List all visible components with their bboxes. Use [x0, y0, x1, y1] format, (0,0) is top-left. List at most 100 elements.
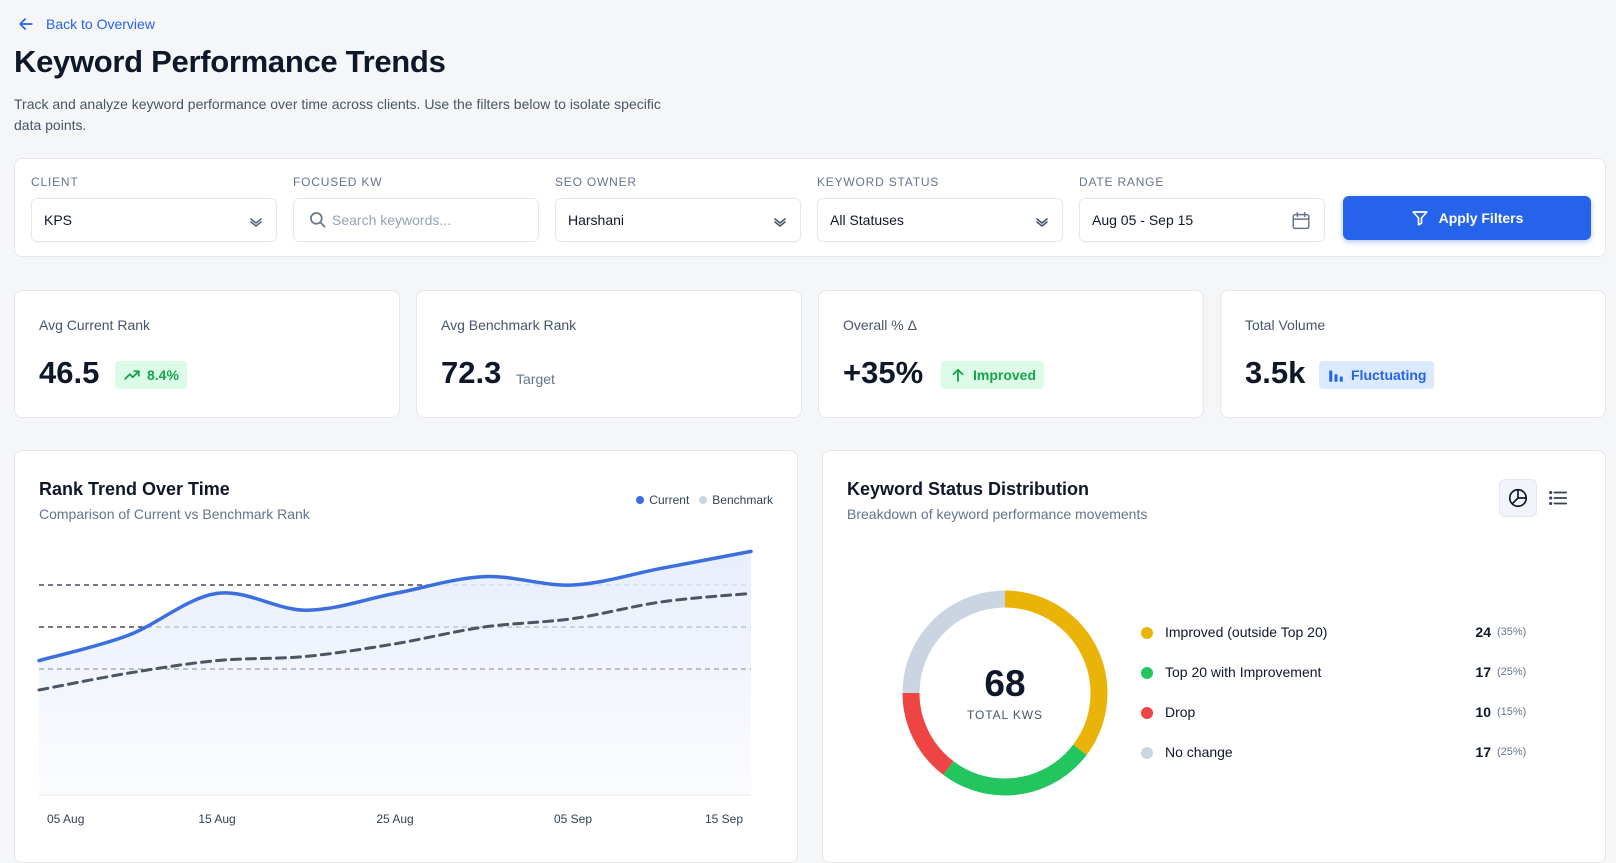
status-row-drop: Drop 10 (15%) [1141, 703, 1531, 723]
seo-owner-select-value: Harshani [568, 212, 625, 228]
apply-filters-button[interactable]: Apply Filters [1343, 196, 1591, 240]
client-filter: CLIENT KPS [31, 175, 277, 242]
status-row-improved: Improved (outside Top 20) 24 (35%) [1141, 623, 1531, 643]
legend-dot-current [636, 496, 645, 504]
client-select-value: KPS [44, 212, 73, 228]
calendar-icon [1292, 212, 1310, 230]
benchmark-series-line [37, 591, 753, 692]
apply-filters-label: Apply Filters [1438, 210, 1524, 226]
page-subtitle: Track and analyze keyword performance ov… [14, 96, 661, 133]
seo-owner-select[interactable]: Harshani [555, 198, 801, 242]
status-count: 17 [1475, 744, 1491, 760]
arrow-left-icon [19, 18, 33, 30]
status-label: No change [1165, 744, 1233, 760]
date-range-filter: DATE RANGE Aug 05 - Sep 15 [1079, 175, 1325, 242]
status-donut-chart [902, 590, 1108, 796]
kpi-card-avg-current-rank: Avg Current Rank 46.5 8.4% [14, 290, 400, 418]
kpi-card-avg-benchmark-rank: Avg Benchmark Rank 72.3 Target [416, 290, 802, 418]
back-link-label: Back to Overview [46, 16, 155, 32]
focused-kw-filter: FOCUSED KW Search keywords... [293, 175, 539, 242]
status-dot [1141, 667, 1153, 679]
trend-badge-label: 8.4% [147, 367, 179, 383]
status-label: Drop [1165, 704, 1196, 720]
focused-kw-search-input[interactable]: Search keywords... [293, 198, 539, 242]
back-to-overview-link[interactable]: Back to Overview [16, 14, 155, 34]
status-pct: (15%) [1497, 706, 1527, 718]
filter-bar: CLIENT KPS FOCUSED KW Search keywords...… [14, 158, 1606, 257]
status-count: 24 [1475, 624, 1491, 640]
donut-total-value: 68 [984, 663, 1026, 704]
legend-label-current: Current [649, 493, 690, 507]
kpi-note: Target [516, 371, 555, 387]
x-tick-label: 15 Sep [705, 812, 743, 826]
rank-trend-panel: Rank Trend Over Time Comparison of Curre… [14, 450, 798, 863]
kpi-label: Avg Benchmark Rank [441, 317, 577, 333]
kpi-label: Total Volume [1245, 317, 1326, 333]
donut-slice [902, 590, 1108, 796]
status-pct: (35%) [1497, 626, 1527, 638]
kpi-label: Overall % Δ [843, 317, 917, 333]
status-badge-label: Fluctuating [1351, 367, 1427, 383]
chevron-down-icon [1036, 218, 1048, 228]
legend-label-benchmark: Benchmark [712, 493, 773, 507]
rank-trend-chart: 05 Aug 15 Aug 25 Aug 05 Sep 15 Sep [37, 549, 753, 826]
trend-badge: 8.4% [115, 361, 187, 389]
kpi-value: 3.5k [1245, 355, 1306, 390]
legend-item-current: Current [636, 493, 689, 507]
kpi-value: 46.5 [39, 355, 100, 390]
status-distribution-panel: Keyword Status Distribution Breakdown of… [822, 450, 1606, 863]
current-series-line [37, 549, 753, 663]
x-tick-label: 05 Sep [554, 812, 592, 826]
status-label: Top 20 with Improvement [1165, 664, 1322, 680]
kpi-value: 72.3 [441, 355, 502, 390]
status-badge-label: Improved [973, 367, 1037, 383]
status-label: Improved (outside Top 20) [1165, 624, 1328, 640]
date-range-picker[interactable]: Aug 05 - Sep 15 [1079, 198, 1325, 242]
trending-up-icon [124, 370, 140, 380]
status-badge: Improved [941, 361, 1045, 389]
status-pct: (25%) [1497, 666, 1527, 678]
legend-item-benchmark: Benchmark [699, 493, 773, 507]
bar-chart-icon [1329, 370, 1343, 382]
status-row-no-change: No change 17 (25%) [1141, 743, 1531, 763]
donut-slice [902, 590, 1108, 796]
chevron-down-icon [774, 218, 786, 228]
keyword-status-select-value: All Statuses [830, 212, 904, 228]
focused-kw-placeholder: Search keywords... [332, 212, 452, 228]
x-tick-label: 05 Aug [47, 812, 84, 826]
arrow-up-icon [952, 368, 964, 382]
list-view-toggle[interactable] [1539, 479, 1577, 517]
list-icon [1549, 490, 1568, 506]
legend-dot-benchmark [699, 496, 708, 504]
keyword-status-filter-label: KEYWORD STATUS [817, 175, 940, 189]
kpi-value: +35% [843, 355, 924, 390]
date-range-value: Aug 05 - Sep 15 [1092, 212, 1194, 228]
chevron-down-icon [250, 218, 262, 228]
current-area [39, 551, 751, 795]
rank-trend-subtitle: Comparison of Current vs Benchmark Rank [39, 506, 310, 522]
kpi-card-overall-delta: Overall % Δ +35% Improved [818, 290, 1204, 418]
keyword-status-select[interactable]: All Statuses [817, 198, 1063, 242]
focused-kw-filter-label: FOCUSED KW [293, 175, 383, 189]
x-tick-label: 15 Aug [198, 812, 235, 826]
status-distribution-title: Keyword Status Distribution [847, 479, 1090, 499]
seo-owner-filter: SEO OWNER Harshani [555, 175, 801, 242]
status-distribution-subtitle: Breakdown of keyword performance movemen… [847, 506, 1148, 522]
status-dot [1141, 627, 1153, 639]
kpi-card-total-volume: Total Volume 3.5k Fluctuating [1220, 290, 1606, 418]
client-select[interactable]: KPS [31, 198, 277, 242]
kpi-label: Avg Current Rank [39, 317, 151, 333]
page-title: Keyword Performance Trends [14, 44, 446, 79]
client-filter-label: CLIENT [31, 175, 79, 189]
rank-trend-title: Rank Trend Over Time [39, 479, 230, 499]
pie-view-toggle[interactable] [1499, 479, 1537, 517]
status-row-top20: Top 20 with Improvement 17 (25%) [1141, 663, 1531, 683]
keyword-status-filter: KEYWORD STATUS All Statuses [817, 175, 1063, 242]
donut-slice [902, 590, 1108, 796]
chart-legend: Current Benchmark [636, 493, 773, 507]
donut-total-label: TOTAL KWS [967, 708, 1043, 722]
status-count: 17 [1475, 664, 1491, 680]
status-count: 10 [1475, 704, 1491, 720]
pie-chart-icon [1508, 488, 1528, 508]
seo-owner-filter-label: SEO OWNER [555, 175, 637, 189]
